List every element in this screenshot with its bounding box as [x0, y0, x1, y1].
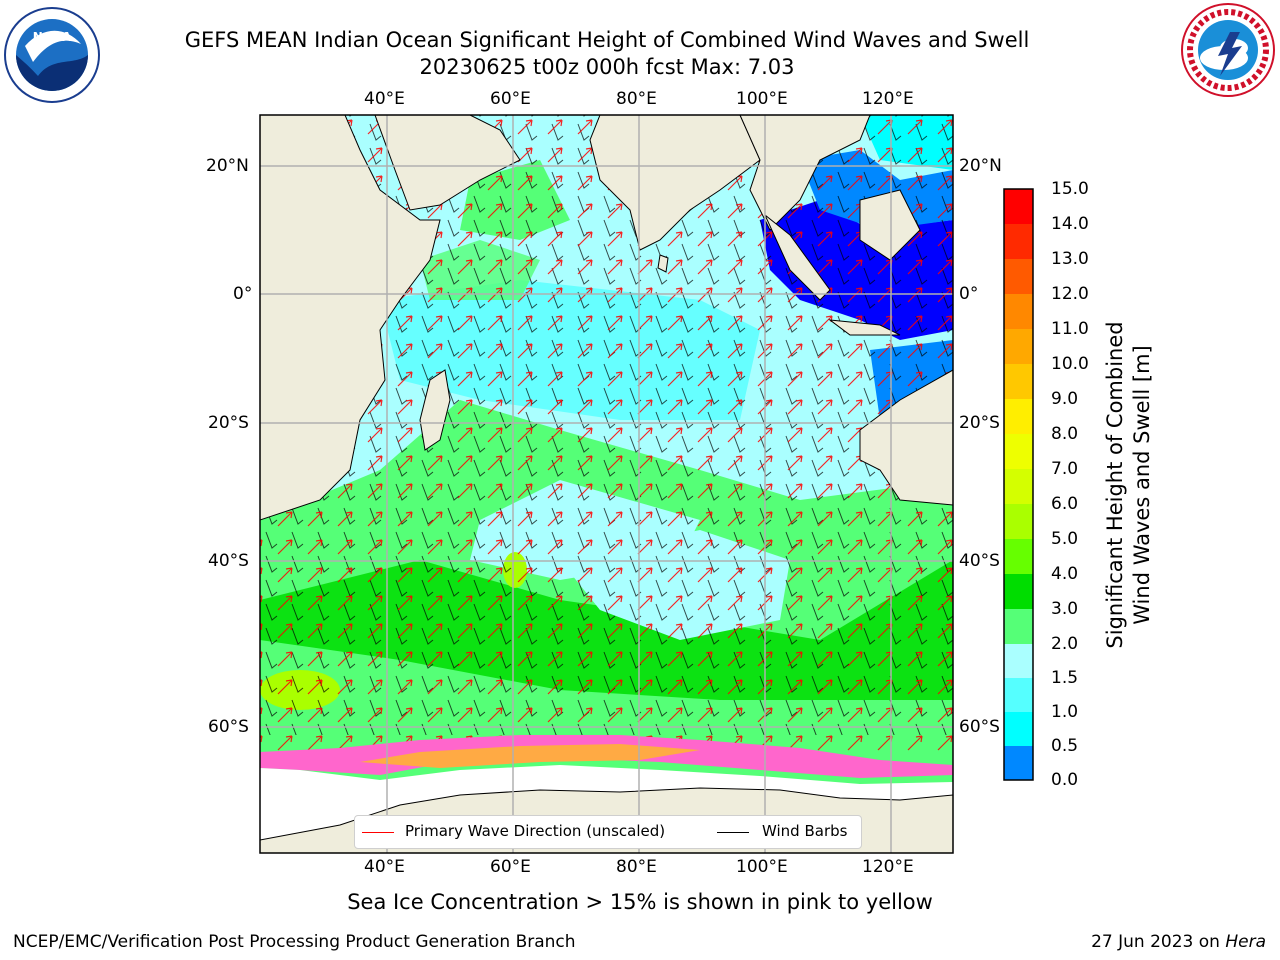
svg-text:NOAA: NOAA	[33, 30, 72, 44]
lat-tick-right: 0°	[959, 284, 979, 304]
footer-date: 27 Jun 2023 on Hera	[1091, 932, 1266, 952]
lon-tick-top: 60°E	[490, 89, 531, 109]
colorbar-tick: 2.0	[1051, 634, 1079, 654]
lon-tick-bottom: 40°E	[364, 857, 405, 877]
lat-tick-right: 20°N	[959, 156, 1002, 176]
arabia-land	[374, 115, 521, 211]
lon-tick-top: 40°E	[364, 89, 405, 109]
colorbar	[1003, 188, 1034, 781]
lon-tick-bottom: 60°E	[490, 857, 531, 877]
map-legend: Primary Wave Direction (unscaled) Wind B…	[354, 815, 862, 849]
lon-tick-top: 100°E	[736, 89, 788, 109]
colorbar-tick: 7.0	[1051, 459, 1079, 479]
footer-credit: NCEP/EMC/Verification Post Processing Pr…	[13, 932, 576, 952]
colorbar-label: Significant Height of Combined Wind Wave…	[1102, 321, 1156, 648]
colorbar-tick: 5.0	[1051, 529, 1079, 549]
lat-tick-right: 20°S	[959, 413, 1000, 433]
lat-tick-right: 40°S	[959, 551, 1000, 571]
noaa-logo: NOAA	[4, 7, 100, 103]
colorbar-tick: 15.0	[1051, 179, 1089, 199]
colorbar-tick: 1.0	[1051, 702, 1079, 722]
colorbar-tick: 0.5	[1051, 736, 1079, 756]
footer-host: Hera	[1225, 932, 1266, 952]
lat-tick-left: 0°	[233, 284, 253, 304]
colorbar-tick: 8.0	[1051, 424, 1079, 444]
lat-tick-left: 20°N	[206, 156, 249, 176]
lon-tick-bottom: 80°E	[616, 857, 657, 877]
colorbar-tick: 10.0	[1051, 354, 1089, 374]
sea-ice-note: Sea Ice Concentration > 15% is shown in …	[347, 890, 933, 914]
graticule	[260, 115, 953, 853]
lon-tick-top: 120°E	[862, 89, 914, 109]
colorbar-tick: 14.0	[1051, 214, 1089, 234]
lon-tick-top: 80°E	[616, 89, 657, 109]
wave-direction-legend-line	[362, 832, 394, 833]
colorbar-tick: 3.0	[1051, 599, 1079, 619]
chart-title: GEFS MEAN Indian Ocean Significant Heigh…	[184, 28, 1030, 52]
lon-tick-bottom: 100°E	[736, 857, 788, 877]
footer-date-text: 27 Jun 2023 on	[1091, 932, 1226, 952]
map-border	[259, 114, 954, 854]
colorbar-tick: 12.0	[1051, 284, 1089, 304]
colorbar-tick: 6.0	[1051, 494, 1079, 514]
colorbar-tick: 9.0	[1051, 389, 1079, 409]
madagascar-land	[419, 369, 451, 451]
colorbar-tick: 0.0	[1051, 770, 1079, 790]
nws-logo	[1181, 3, 1275, 97]
colorbar-label-line2: Wind Waves and Swell [m]	[1130, 345, 1154, 625]
lat-tick-right: 60°S	[959, 717, 1000, 737]
australia-land	[859, 369, 953, 506]
chart-subtitle: 20230625 t00z 000h fcst Max: 7.03	[419, 55, 795, 79]
lat-tick-left: 40°S	[208, 551, 249, 571]
colorbar-tick: 4.0	[1051, 564, 1079, 584]
lat-tick-left: 20°S	[208, 413, 249, 433]
wind-barb-legend-label: Wind Barbs	[762, 822, 848, 840]
colorbar-tick: 1.5	[1051, 668, 1079, 688]
africa-land	[260, 115, 441, 521]
wave-direction-legend-label: Primary Wave Direction (unscaled)	[405, 822, 666, 840]
colorbar-tick: 13.0	[1051, 249, 1089, 269]
lat-tick-left: 60°S	[208, 717, 249, 737]
colorbar-tick: 11.0	[1051, 319, 1089, 339]
lon-tick-bottom: 120°E	[862, 857, 914, 877]
colorbar-label-line1: Significant Height of Combined	[1103, 321, 1127, 649]
wind-barb-legend-line	[717, 832, 749, 833]
